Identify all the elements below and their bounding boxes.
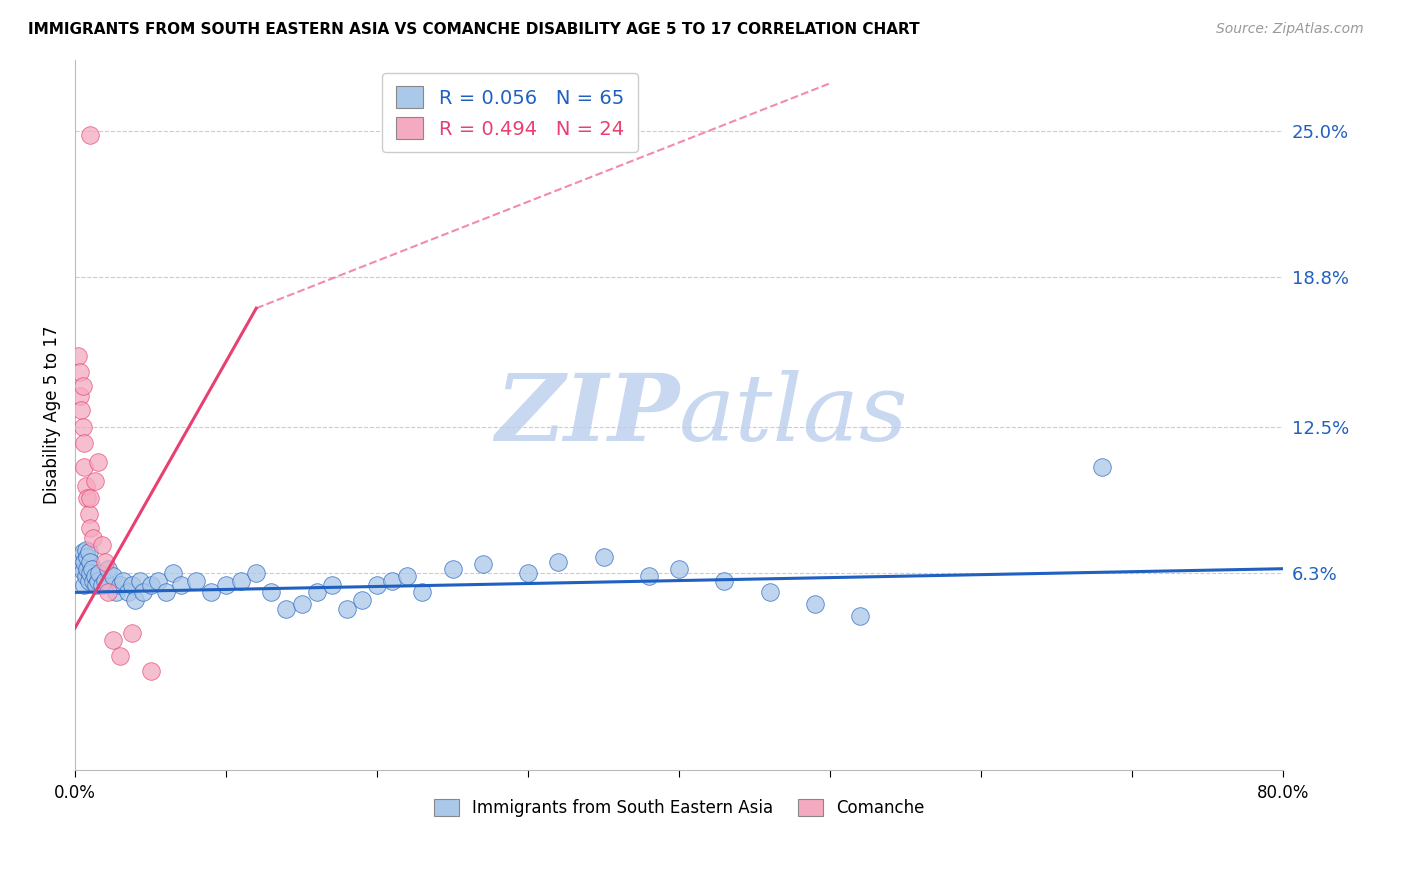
Point [91, 578, 114, 592]
Text: atlas: atlas [679, 370, 908, 459]
Point [758, 585, 780, 599]
Point [441, 562, 464, 576]
Text: Source: ZipAtlas.com: Source: ZipAtlas.com [1216, 22, 1364, 37]
Point [76, 562, 98, 576]
Point [129, 574, 152, 588]
Point [73, 459, 96, 474]
Point [76, 491, 98, 505]
Point [73, 578, 96, 592]
Point [80, 562, 103, 576]
Point [162, 566, 184, 581]
Point [411, 585, 433, 599]
Point [350, 592, 373, 607]
Point [804, 597, 827, 611]
Point [75, 569, 97, 583]
Point [77, 508, 100, 522]
Point [200, 585, 222, 599]
Point [76, 549, 98, 564]
Point [713, 574, 735, 588]
Point [668, 562, 690, 576]
Point [112, 574, 135, 588]
Point [82, 574, 104, 588]
Point [70, 549, 93, 564]
Legend: Immigrants from South Eastern Asia, Comanche: Immigrants from South Eastern Asia, Coma… [425, 791, 934, 826]
Y-axis label: Disability Age 5 to 17: Disability Age 5 to 17 [44, 326, 60, 504]
Point [290, 597, 312, 611]
Point [215, 578, 238, 592]
Point [101, 632, 124, 647]
Point [121, 578, 143, 592]
Point [69, 365, 91, 379]
Point [592, 549, 614, 564]
Text: IMMIGRANTS FROM SOUTH EASTERN ASIA VS COMANCHE DISABILITY AGE 5 TO 17 CORRELATIO: IMMIGRANTS FROM SOUTH EASTERN ASIA VS CO… [28, 22, 920, 37]
Point [79, 521, 101, 535]
Point [547, 555, 569, 569]
Point [104, 585, 127, 599]
Point [638, 569, 661, 583]
Point [121, 625, 143, 640]
Point [124, 592, 146, 607]
Point [97, 585, 120, 599]
Point [79, 566, 101, 581]
Point [276, 602, 298, 616]
Point [91, 538, 114, 552]
Point [245, 566, 267, 581]
Point [517, 566, 540, 581]
Point [77, 574, 100, 588]
Point [72, 545, 94, 559]
Point [94, 574, 117, 588]
Point [75, 479, 97, 493]
Point [89, 566, 111, 581]
Point [73, 555, 96, 569]
Point [79, 491, 101, 505]
Point [75, 542, 97, 557]
Point [231, 574, 253, 588]
Point [70, 403, 93, 417]
Point [72, 379, 94, 393]
Point [139, 664, 162, 678]
Point [471, 557, 494, 571]
Point [184, 574, 207, 588]
Point [82, 531, 104, 545]
Point [396, 569, 419, 583]
Point [110, 578, 132, 592]
Point [69, 559, 91, 574]
Point [69, 389, 91, 403]
Point [366, 578, 388, 592]
Point [73, 436, 96, 450]
Point [72, 564, 94, 578]
Point [849, 609, 872, 624]
Point [139, 578, 162, 592]
Point [321, 578, 343, 592]
Point [94, 555, 117, 569]
Point [146, 574, 169, 588]
Point [381, 574, 404, 588]
Point [110, 649, 132, 664]
Point [72, 419, 94, 434]
Point [1091, 459, 1114, 474]
Point [83, 569, 105, 583]
Point [84, 578, 107, 592]
Point [170, 578, 193, 592]
Point [101, 569, 124, 583]
Point [79, 555, 101, 569]
Point [305, 585, 328, 599]
Point [83, 474, 105, 488]
Point [86, 455, 108, 469]
Point [117, 585, 139, 599]
Point [77, 545, 100, 559]
Point [66, 349, 89, 363]
Point [86, 574, 108, 588]
Point [336, 602, 359, 616]
Point [97, 562, 120, 576]
Point [79, 128, 101, 143]
Point [132, 585, 155, 599]
Point [260, 585, 283, 599]
Point [155, 585, 177, 599]
Text: ZIP: ZIP [495, 370, 679, 459]
